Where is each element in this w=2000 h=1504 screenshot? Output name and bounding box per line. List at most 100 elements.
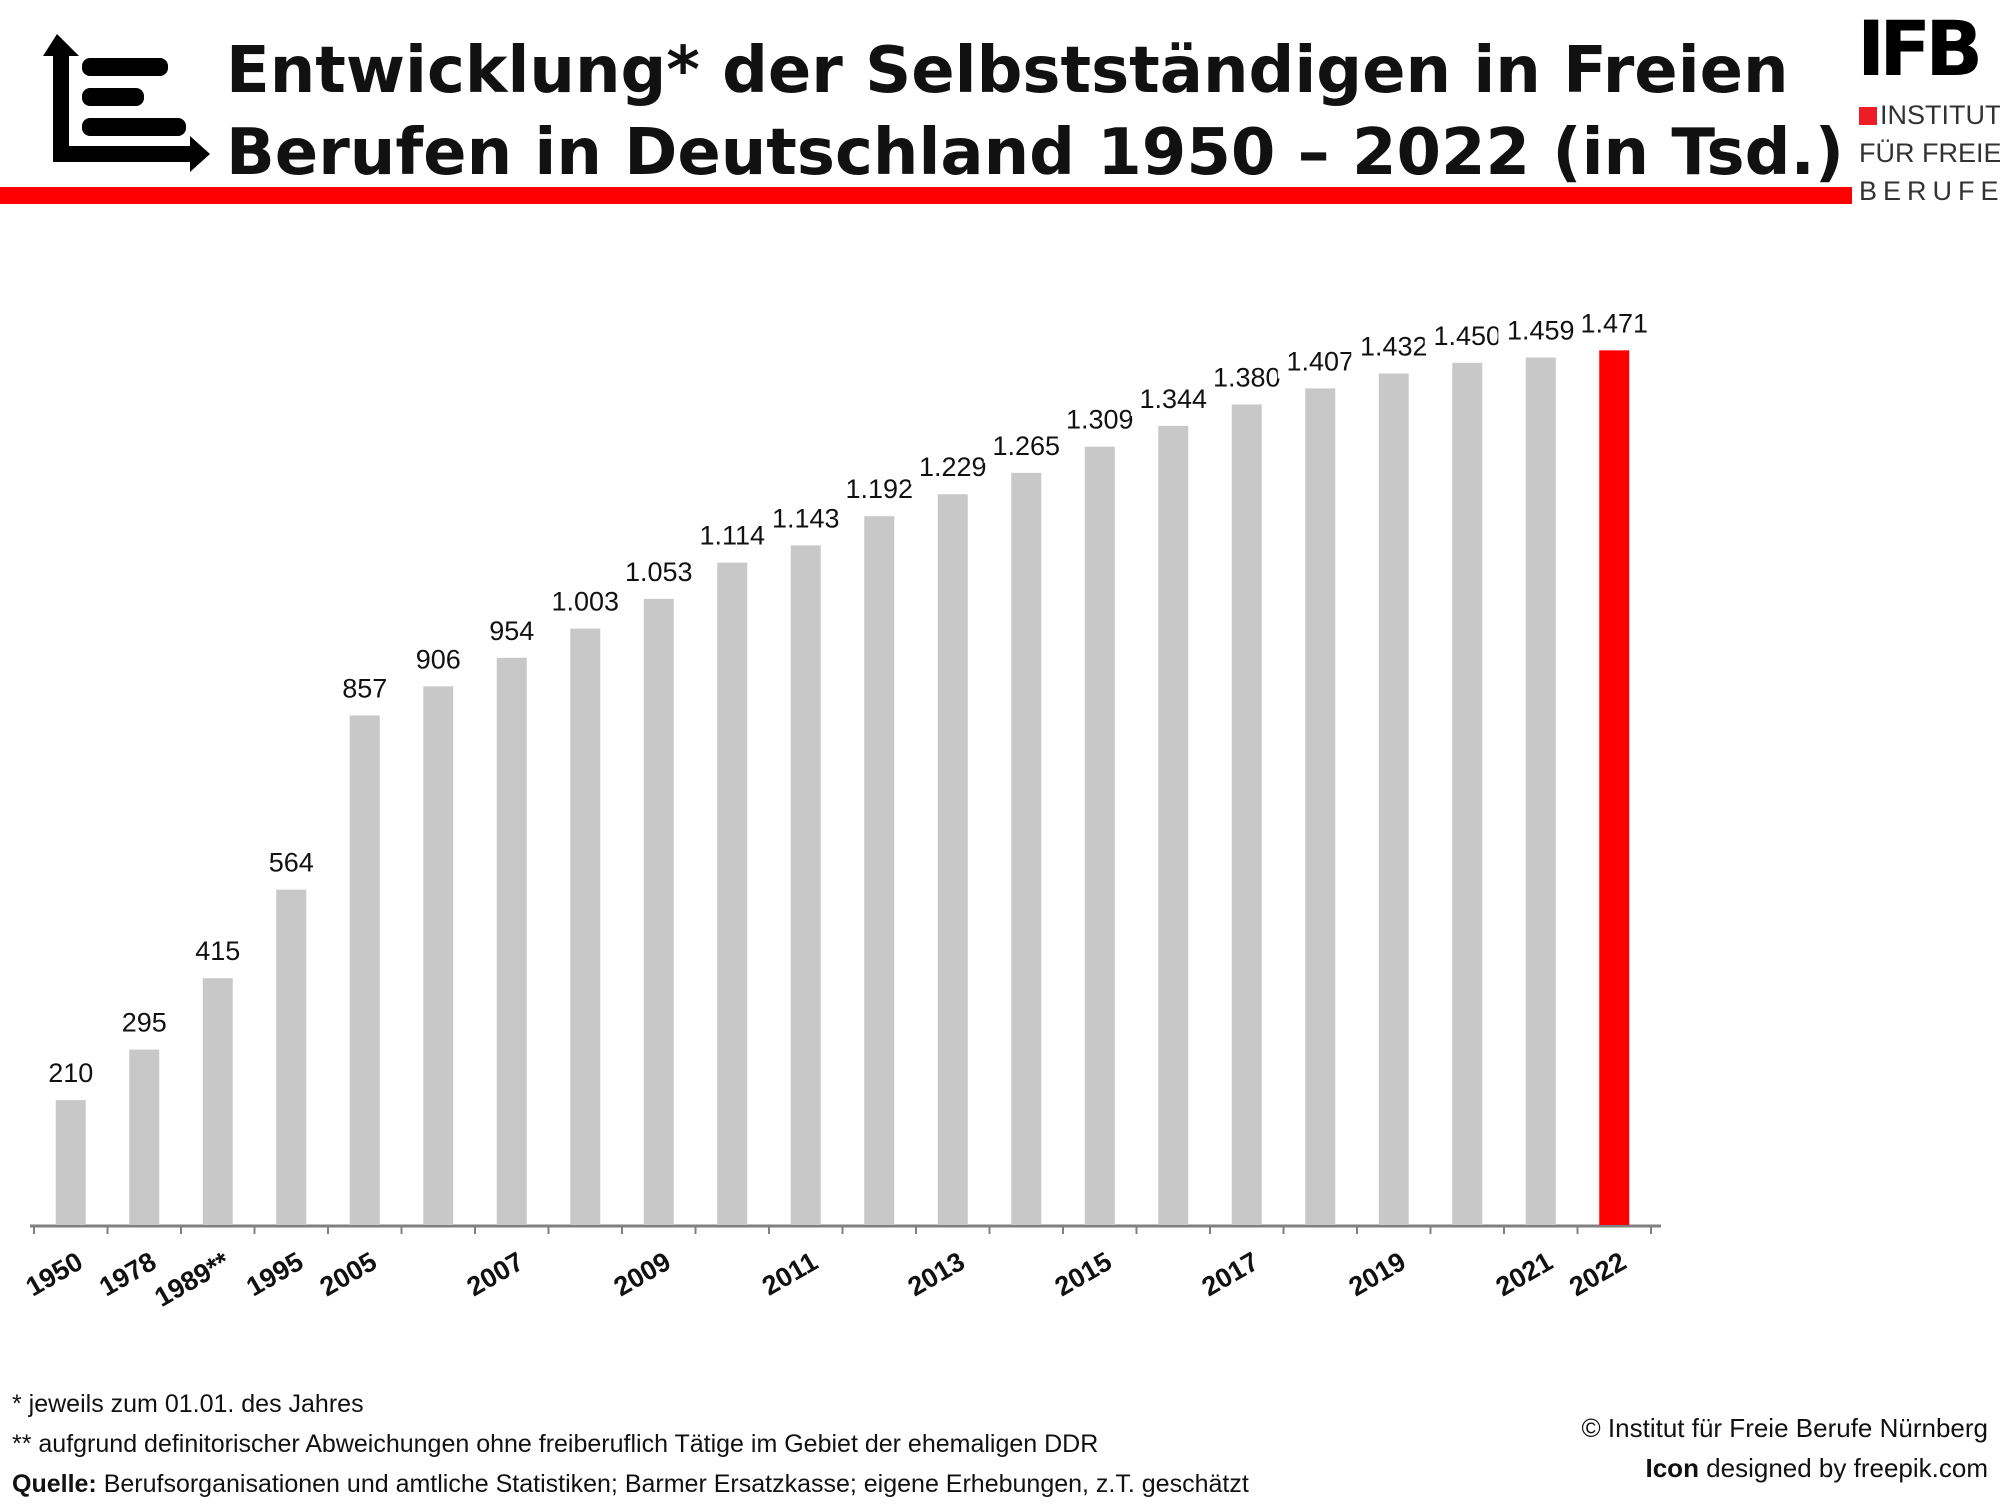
- data-label: 1.309: [1066, 405, 1134, 435]
- x-tick-label: 2011: [757, 1246, 823, 1301]
- logo-red-square: [1859, 107, 1877, 125]
- bar-2016: [1158, 425, 1189, 1225]
- data-label-bg: [1498, 307, 1584, 348]
- logo-line-2: FÜR FREIE: [1859, 138, 2000, 168]
- bar-2007: [496, 657, 527, 1225]
- x-tick-label: 2009: [609, 1246, 676, 1302]
- data-label: 1.003: [551, 587, 619, 617]
- bar-2005: [349, 715, 380, 1225]
- bar-2020: [1452, 362, 1483, 1225]
- title-divider: [0, 187, 1852, 204]
- bar-chart-arrow-icon: [43, 34, 210, 172]
- x-tick-label: 2022: [1564, 1246, 1631, 1302]
- data-label-bg: [542, 578, 628, 619]
- data-label-bg: [1204, 354, 1290, 395]
- data-label-bg: [410, 636, 466, 677]
- bar-2013: [937, 494, 968, 1225]
- data-label: 1.471: [1580, 308, 1648, 338]
- data-label-bg: [763, 495, 849, 536]
- data-label-bg: [1351, 323, 1437, 364]
- bar-2019: [1378, 373, 1409, 1225]
- ifb-logo: IFB INSTITUT FÜR FREIE BERUFE: [1855, 4, 2000, 206]
- logo-line-1-text: INSTITUT: [1880, 100, 2000, 130]
- data-label-bg: [1057, 396, 1143, 437]
- data-label: 210: [48, 1058, 93, 1088]
- bar-1950: [55, 1100, 86, 1225]
- data-label-bg: [190, 928, 246, 969]
- data-label-bg: [116, 999, 172, 1040]
- data-label-bg: [1424, 312, 1510, 353]
- data-label-bg: [836, 466, 922, 507]
- bar-2021: [1525, 357, 1556, 1226]
- bar-2008: [570, 628, 601, 1225]
- bar-2017: [1231, 404, 1262, 1225]
- data-label: 857: [342, 673, 387, 703]
- data-label: 1.265: [992, 431, 1060, 461]
- credits: © Institut für Freie Berufe Nürnberg Ico…: [1582, 1408, 1988, 1488]
- footnote-1: * jeweils zum 01.01. des Jahres: [12, 1390, 364, 1418]
- data-label: 1.192: [845, 474, 913, 504]
- bar-2009: [643, 598, 674, 1225]
- data-label: 1.114: [699, 521, 765, 551]
- bar-2022: [1599, 350, 1630, 1226]
- x-tick-label: 2021: [1491, 1246, 1558, 1302]
- data-label: 1.459: [1507, 315, 1575, 345]
- data-label: 1.229: [919, 452, 987, 482]
- x-tick-label: 2019: [1344, 1246, 1411, 1302]
- data-label: 1.143: [772, 503, 840, 533]
- x-tick-label: 2005: [315, 1246, 382, 1302]
- icon-credit-text: designed by freepik.com: [1698, 1453, 1988, 1483]
- bar-2010: [717, 562, 748, 1225]
- bar-chart: 210 295 415 564 857 906 954 1.0031.0531.1141.14…: [21, 307, 1661, 1313]
- x-tick-label: 1978: [94, 1246, 161, 1302]
- copyright-text: © Institut für Freie Berufe Nürnberg: [1581, 1413, 1988, 1443]
- data-label: 415: [195, 936, 240, 966]
- data-label-bg: [263, 839, 319, 880]
- icon-credit-label: Icon: [1645, 1453, 1699, 1483]
- bar-2012: [864, 516, 895, 1225]
- data-label-bg: [1277, 338, 1363, 379]
- data-label: 1.450: [1433, 321, 1501, 351]
- bar-2015: [1084, 446, 1115, 1225]
- data-label: 1.344: [1139, 384, 1207, 414]
- bar-1978: [129, 1049, 160, 1225]
- source-text: Berufsorganisationen und amtliche Statis…: [96, 1470, 1249, 1498]
- data-label: 295: [122, 1008, 167, 1038]
- x-tick-label: 1950: [21, 1246, 88, 1302]
- data-label-bg: [689, 512, 775, 553]
- data-label-bg: [484, 607, 540, 648]
- bar-2006: [423, 686, 454, 1225]
- bar-1989**: [202, 978, 233, 1225]
- bar-2014: [1011, 472, 1042, 1225]
- x-tick-label: 2007: [462, 1246, 529, 1302]
- icon-credit: Icon designed by freepik.com: [1582, 1448, 1989, 1488]
- data-label-bg: [616, 548, 702, 589]
- logo-mark: IFB: [1857, 4, 1983, 93]
- data-label: 1.407: [1286, 346, 1354, 376]
- bar-2011: [790, 545, 821, 1225]
- logo-line-1: INSTITUT: [1859, 100, 2000, 130]
- data-label: 1.053: [625, 557, 693, 587]
- data-label: 1.432: [1360, 332, 1428, 362]
- x-tick-label: 2015: [1050, 1246, 1117, 1302]
- x-tick-label: 2017: [1197, 1246, 1264, 1302]
- data-label: 564: [269, 848, 314, 878]
- logo-line-3: BERUFE: [1859, 176, 2000, 206]
- data-label: 954: [489, 616, 534, 646]
- data-label-bg: [983, 422, 1069, 463]
- source-note: Quelle: Berufsorganisationen und amtlich…: [12, 1464, 1249, 1504]
- page-title: Entwicklung* der Selbstständigen in Frei…: [226, 30, 1844, 194]
- bar-2018: [1305, 388, 1336, 1225]
- bar-1995: [276, 889, 307, 1225]
- x-tick-label: 1989**: [150, 1246, 236, 1313]
- title-line-1: Entwicklung* der Selbstständigen in Frei…: [226, 34, 1789, 108]
- data-label: 1.380: [1213, 362, 1281, 392]
- data-label-bg: [337, 665, 393, 706]
- data-label: 906: [416, 644, 461, 674]
- data-label-bg: [43, 1050, 99, 1091]
- data-label-bg: [910, 444, 996, 485]
- x-tick-label: 2013: [903, 1246, 970, 1302]
- source-label: Quelle:: [12, 1470, 97, 1498]
- footnote-2: ** aufgrund definitorischer Abweichungen…: [12, 1430, 1099, 1458]
- title-line-2: Berufen in Deutschland 1950 – 2022 (in T…: [226, 116, 1844, 190]
